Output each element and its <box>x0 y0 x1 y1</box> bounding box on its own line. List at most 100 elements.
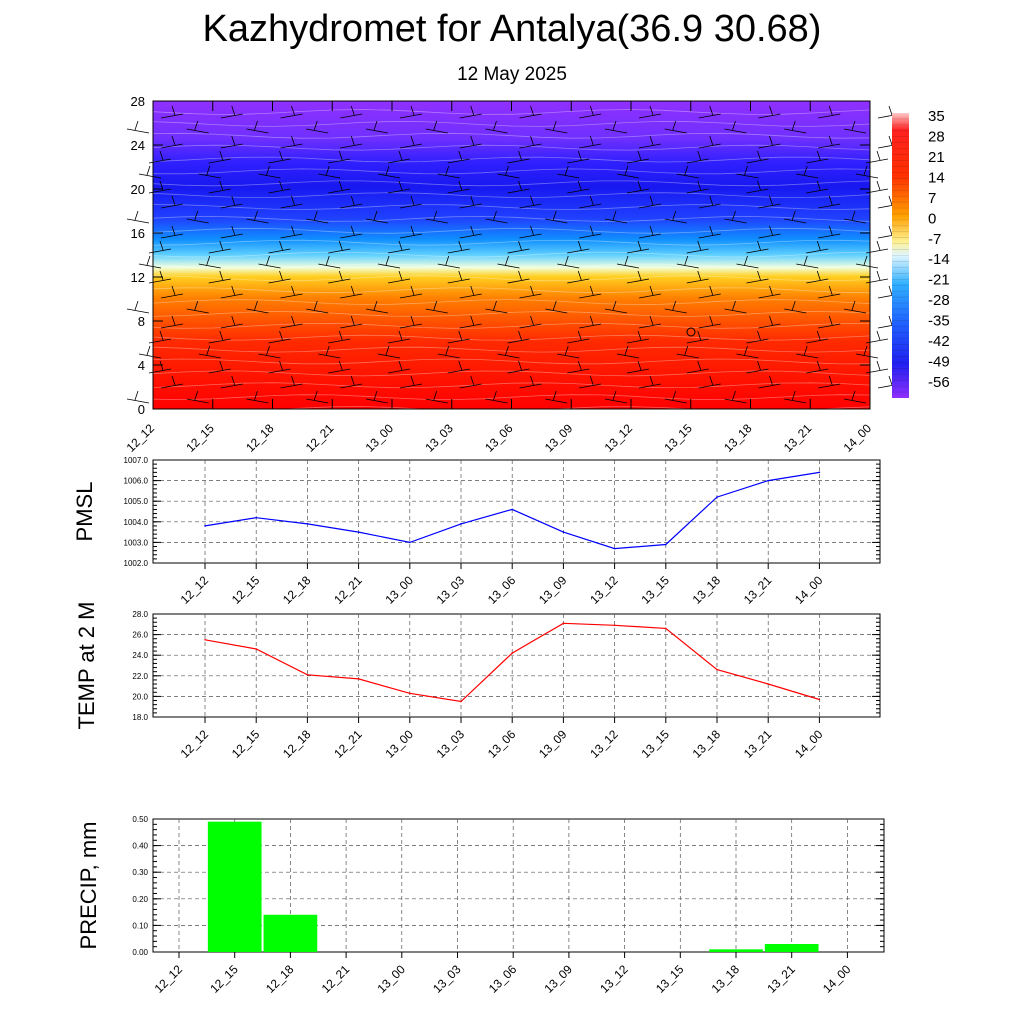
wind-barb <box>519 195 542 209</box>
wind-barb <box>616 165 640 179</box>
wind-barb <box>399 375 423 389</box>
wind-barb <box>638 225 662 239</box>
heatmap-xtick-label: 13_18 <box>721 421 755 455</box>
wind-barb <box>818 195 841 209</box>
wind-barb <box>268 270 291 284</box>
wind-barb <box>126 120 150 134</box>
wind-barb <box>519 285 542 299</box>
wind-barb <box>784 390 807 404</box>
wind-barb <box>246 390 269 404</box>
temp-point <box>357 678 360 680</box>
pmsl-xtick-label: 13_18 <box>690 573 724 607</box>
wind-barb <box>698 375 721 389</box>
wind-barb <box>485 390 508 404</box>
contour-line <box>152 275 871 282</box>
temp-point <box>255 648 257 650</box>
temperature-profile-chart: 0 4 8 12 16 20 24 28 12_12 12_15 12_18 12_21 13_00 13… <box>124 94 901 455</box>
precip-xtick-label: 13_06 <box>486 962 520 996</box>
heatmap-ytick-label: 4 <box>138 358 145 373</box>
contour-line <box>152 382 871 389</box>
wind-barb <box>160 105 184 119</box>
wind-barb <box>208 150 231 164</box>
wind-barb <box>736 345 759 359</box>
wind-barb <box>437 255 460 269</box>
wind-barb <box>280 105 303 119</box>
wind-barb <box>246 300 269 314</box>
contour-line <box>152 168 871 175</box>
temp-xtick-label: 13_18 <box>690 727 724 761</box>
wind-barb <box>796 255 819 269</box>
pmsl-ytick-label: 1003.0 <box>124 538 149 547</box>
wind-barb <box>220 315 243 329</box>
temp-ytick-label: 26.0 <box>132 631 148 640</box>
wind-barb <box>626 330 650 344</box>
wind-barb <box>818 285 841 299</box>
temp-chart: 18.0 20.0 22.0 24.0 26.0 28.0 12_12 12_15 12_18 1… <box>74 602 881 761</box>
temp-ytick-label: 18.0 <box>132 713 148 722</box>
wind-barb <box>160 375 184 389</box>
temp-frame <box>152 613 881 718</box>
wind-barb <box>186 210 209 224</box>
heatmap-xtick-label: 13_15 <box>661 421 695 455</box>
wind-barb <box>437 165 460 179</box>
wind-barb <box>208 360 231 374</box>
wind-barb <box>796 345 819 359</box>
wind-barb <box>638 135 662 149</box>
wind-barb <box>758 105 781 119</box>
wind-barb <box>746 240 769 254</box>
wind-barb <box>758 225 781 239</box>
wind-barb <box>340 375 363 389</box>
contour-line <box>152 239 871 246</box>
wind-barb <box>318 255 341 269</box>
pmsl-point <box>716 496 718 498</box>
wind-barb <box>855 345 879 359</box>
contour-line <box>152 215 871 222</box>
wind-barb <box>387 240 411 254</box>
pmsl-xtick-label: 13_03 <box>434 573 468 607</box>
heatmap-ytick-label: 8 <box>138 314 145 329</box>
temp-xtick-label: 13_15 <box>638 727 672 761</box>
pmsl-ytick-label: 1007.0 <box>124 456 149 465</box>
wind-barb <box>507 360 530 374</box>
pmsl-xtick-label: 13_09 <box>536 573 570 607</box>
wind-barb <box>579 285 602 299</box>
contour-line <box>152 394 871 401</box>
temp-point <box>409 692 411 695</box>
contour-line <box>152 311 871 317</box>
temp-xtick-label: 13_09 <box>536 727 570 761</box>
wind-barb <box>567 270 590 284</box>
contour-line <box>152 346 871 353</box>
wind-barb <box>519 315 542 329</box>
colorbar-label: 14 <box>928 169 945 186</box>
contour-line <box>152 192 871 199</box>
precip-frame <box>152 818 885 953</box>
precip-xtick-label: 13_21 <box>764 962 798 996</box>
wind-barb <box>784 120 807 134</box>
wind-barb <box>604 300 628 314</box>
precip-xtick-label: 13_18 <box>709 962 743 996</box>
pmsl-point <box>409 541 411 544</box>
pmsl-point <box>204 525 206 527</box>
wind-barb <box>198 345 221 359</box>
pmsl-xtick-label: 12_12 <box>178 573 212 607</box>
wind-barb <box>280 135 303 149</box>
wind-barb <box>579 105 602 119</box>
wind-barb <box>557 255 580 269</box>
pmsl-xtick-label: 13_06 <box>485 573 519 607</box>
wind-barb <box>365 300 389 314</box>
wind-barb <box>664 120 687 134</box>
precip-ytick-label: 0.00 <box>132 948 148 957</box>
wind-barb <box>306 120 329 134</box>
temp-point <box>716 668 718 671</box>
heatmap-xtick-label: 12_12 <box>124 421 158 455</box>
wind-barb <box>377 255 401 269</box>
wind-barb <box>746 180 769 194</box>
temp-xtick-label: 13_03 <box>434 727 468 761</box>
wind-barb <box>246 120 269 134</box>
wind-barb <box>138 345 162 359</box>
wind-barb <box>280 315 303 329</box>
heatmap-ytick-label: 16 <box>131 226 145 241</box>
temp-xtick-label: 13_21 <box>741 727 775 761</box>
precip-xtick-label: 13_15 <box>653 962 687 996</box>
wind-barb <box>746 330 769 344</box>
